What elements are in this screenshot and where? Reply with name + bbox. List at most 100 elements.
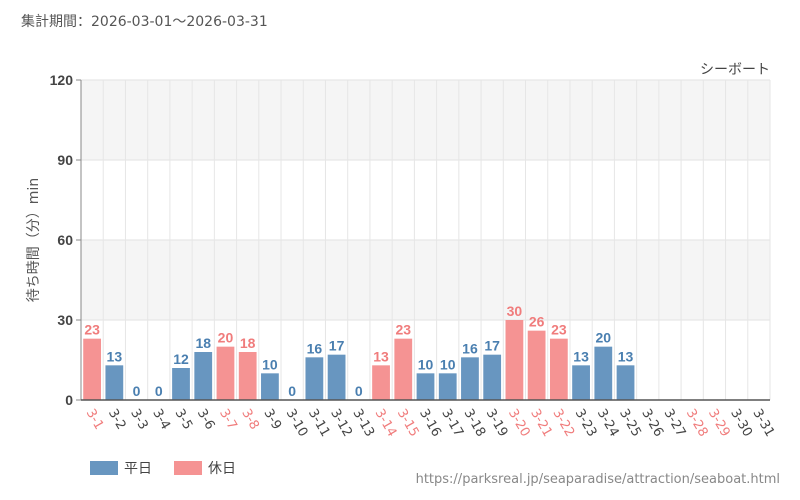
source-url[interactable]: https://parksreal.jp/seaparadise/attract…	[415, 472, 780, 487]
x-tick-label: 3-12	[327, 407, 355, 440]
data-label: 17	[329, 338, 345, 354]
x-tick-label: 3-28	[683, 407, 711, 440]
bar[interactable]	[105, 365, 124, 400]
bars	[83, 320, 635, 400]
data-label: 18	[195, 335, 211, 351]
bar[interactable]	[216, 346, 235, 400]
bar[interactable]	[305, 357, 324, 400]
data-label: 0	[133, 383, 141, 399]
bar[interactable]	[83, 338, 102, 400]
data-label: 30	[507, 303, 523, 319]
x-tick-label: 3-27	[661, 407, 689, 440]
x-tick-label: 3-7	[216, 407, 240, 433]
x-tick-label: 3-4	[149, 407, 173, 433]
bar[interactable]	[327, 354, 346, 400]
x-tick-label: 3-3	[127, 407, 151, 433]
x-tick-label: 3-29	[705, 407, 733, 440]
data-label: 10	[262, 356, 278, 372]
legend-swatch-holiday	[174, 461, 202, 475]
bar[interactable]	[549, 338, 568, 400]
x-tick-label: 3-25	[616, 407, 644, 440]
y-tick-label: 60	[57, 232, 73, 248]
legend-label-weekday: 平日	[124, 461, 152, 477]
legend: 平日 休日	[90, 458, 236, 478]
legend-swatch-weekday	[90, 461, 118, 475]
bar[interactable]	[483, 354, 502, 400]
bar[interactable]	[394, 338, 413, 400]
bar[interactable]	[527, 330, 546, 400]
data-label: 23	[395, 322, 411, 338]
x-tick-label: 3-23	[572, 407, 600, 440]
bar[interactable]	[572, 365, 590, 400]
data-label: 13	[373, 348, 389, 364]
bar[interactable]	[616, 365, 635, 400]
x-tick-label: 3-21	[527, 407, 555, 440]
x-tick-label: 3-9	[260, 407, 284, 433]
x-tick-label: 3-20	[505, 407, 533, 440]
bar[interactable]	[594, 346, 613, 400]
bar[interactable]	[372, 365, 390, 400]
x-tick-label: 3-5	[172, 407, 196, 433]
data-label: 26	[529, 314, 545, 330]
data-label: 20	[596, 330, 612, 346]
bar[interactable]	[461, 357, 479, 400]
y-axis-label: 待ち時間（分）min	[26, 178, 42, 302]
x-tick-label: 3-8	[238, 407, 262, 433]
plot-band	[81, 160, 770, 240]
data-label: 13	[618, 348, 634, 364]
x-tick-label: 3-26	[638, 407, 666, 440]
data-label: 17	[484, 338, 500, 354]
data-label: 16	[307, 340, 323, 356]
x-tick-label: 3-22	[549, 407, 577, 440]
data-label: 23	[551, 322, 567, 338]
data-label: 12	[173, 351, 189, 367]
data-label: 13	[573, 348, 589, 364]
y-tick-labels: 0 30 60 90 120	[50, 72, 81, 408]
bar[interactable]	[261, 373, 279, 400]
bar[interactable]	[194, 352, 213, 400]
y-tick-label: 0	[65, 392, 73, 408]
x-tick-label: 3-18	[460, 407, 488, 440]
bar[interactable]	[416, 373, 435, 400]
data-label: 0	[355, 383, 363, 399]
bar[interactable]	[438, 373, 457, 400]
period-label: 集計期間：2026-03-01～2026-03-31	[21, 14, 268, 30]
x-tick-label: 3-1	[83, 407, 107, 433]
data-label: 16	[462, 340, 478, 356]
data-label: 10	[440, 356, 456, 372]
data-label: 18	[240, 335, 256, 351]
x-tick-label: 3-14	[372, 407, 400, 440]
x-tick-label: 3-6	[194, 407, 218, 433]
y-tick-label: 90	[57, 152, 73, 168]
x-tick-label: 3-2	[105, 407, 129, 433]
data-label: 0	[155, 383, 163, 399]
legend-label-holiday: 休日	[208, 461, 236, 477]
x-tick-label: 3-13	[349, 407, 377, 440]
y-tick-label: 120	[50, 72, 74, 88]
data-label: 13	[107, 348, 123, 364]
legend-item-holiday[interactable]: 休日	[174, 458, 236, 478]
bar[interactable]	[238, 352, 257, 400]
data-label: 10	[418, 356, 434, 372]
x-tick-label: 3-11	[305, 407, 333, 440]
data-label: 23	[84, 322, 100, 338]
bar[interactable]	[505, 320, 524, 400]
y-tick-label: 30	[57, 312, 73, 328]
bar[interactable]	[172, 368, 190, 400]
x-tick-label: 3-30	[727, 407, 755, 440]
x-tick-label: 3-10	[283, 407, 311, 440]
x-tick-label: 3-16	[416, 407, 444, 440]
legend-item-weekday[interactable]: 平日	[90, 458, 152, 478]
x-tick-label: 3-24	[594, 407, 622, 440]
plot-band	[81, 240, 770, 320]
x-tick-label: 3-15	[394, 407, 422, 440]
x-tick-label: 3-17	[438, 407, 466, 440]
data-label: 0	[288, 383, 296, 399]
x-tick-labels: 3-13-23-33-43-53-63-73-83-93-103-113-123…	[83, 407, 778, 440]
chart-title: シーボート	[700, 62, 770, 78]
x-tick-label: 3-31	[749, 407, 777, 440]
x-tick-label: 3-19	[483, 407, 511, 440]
